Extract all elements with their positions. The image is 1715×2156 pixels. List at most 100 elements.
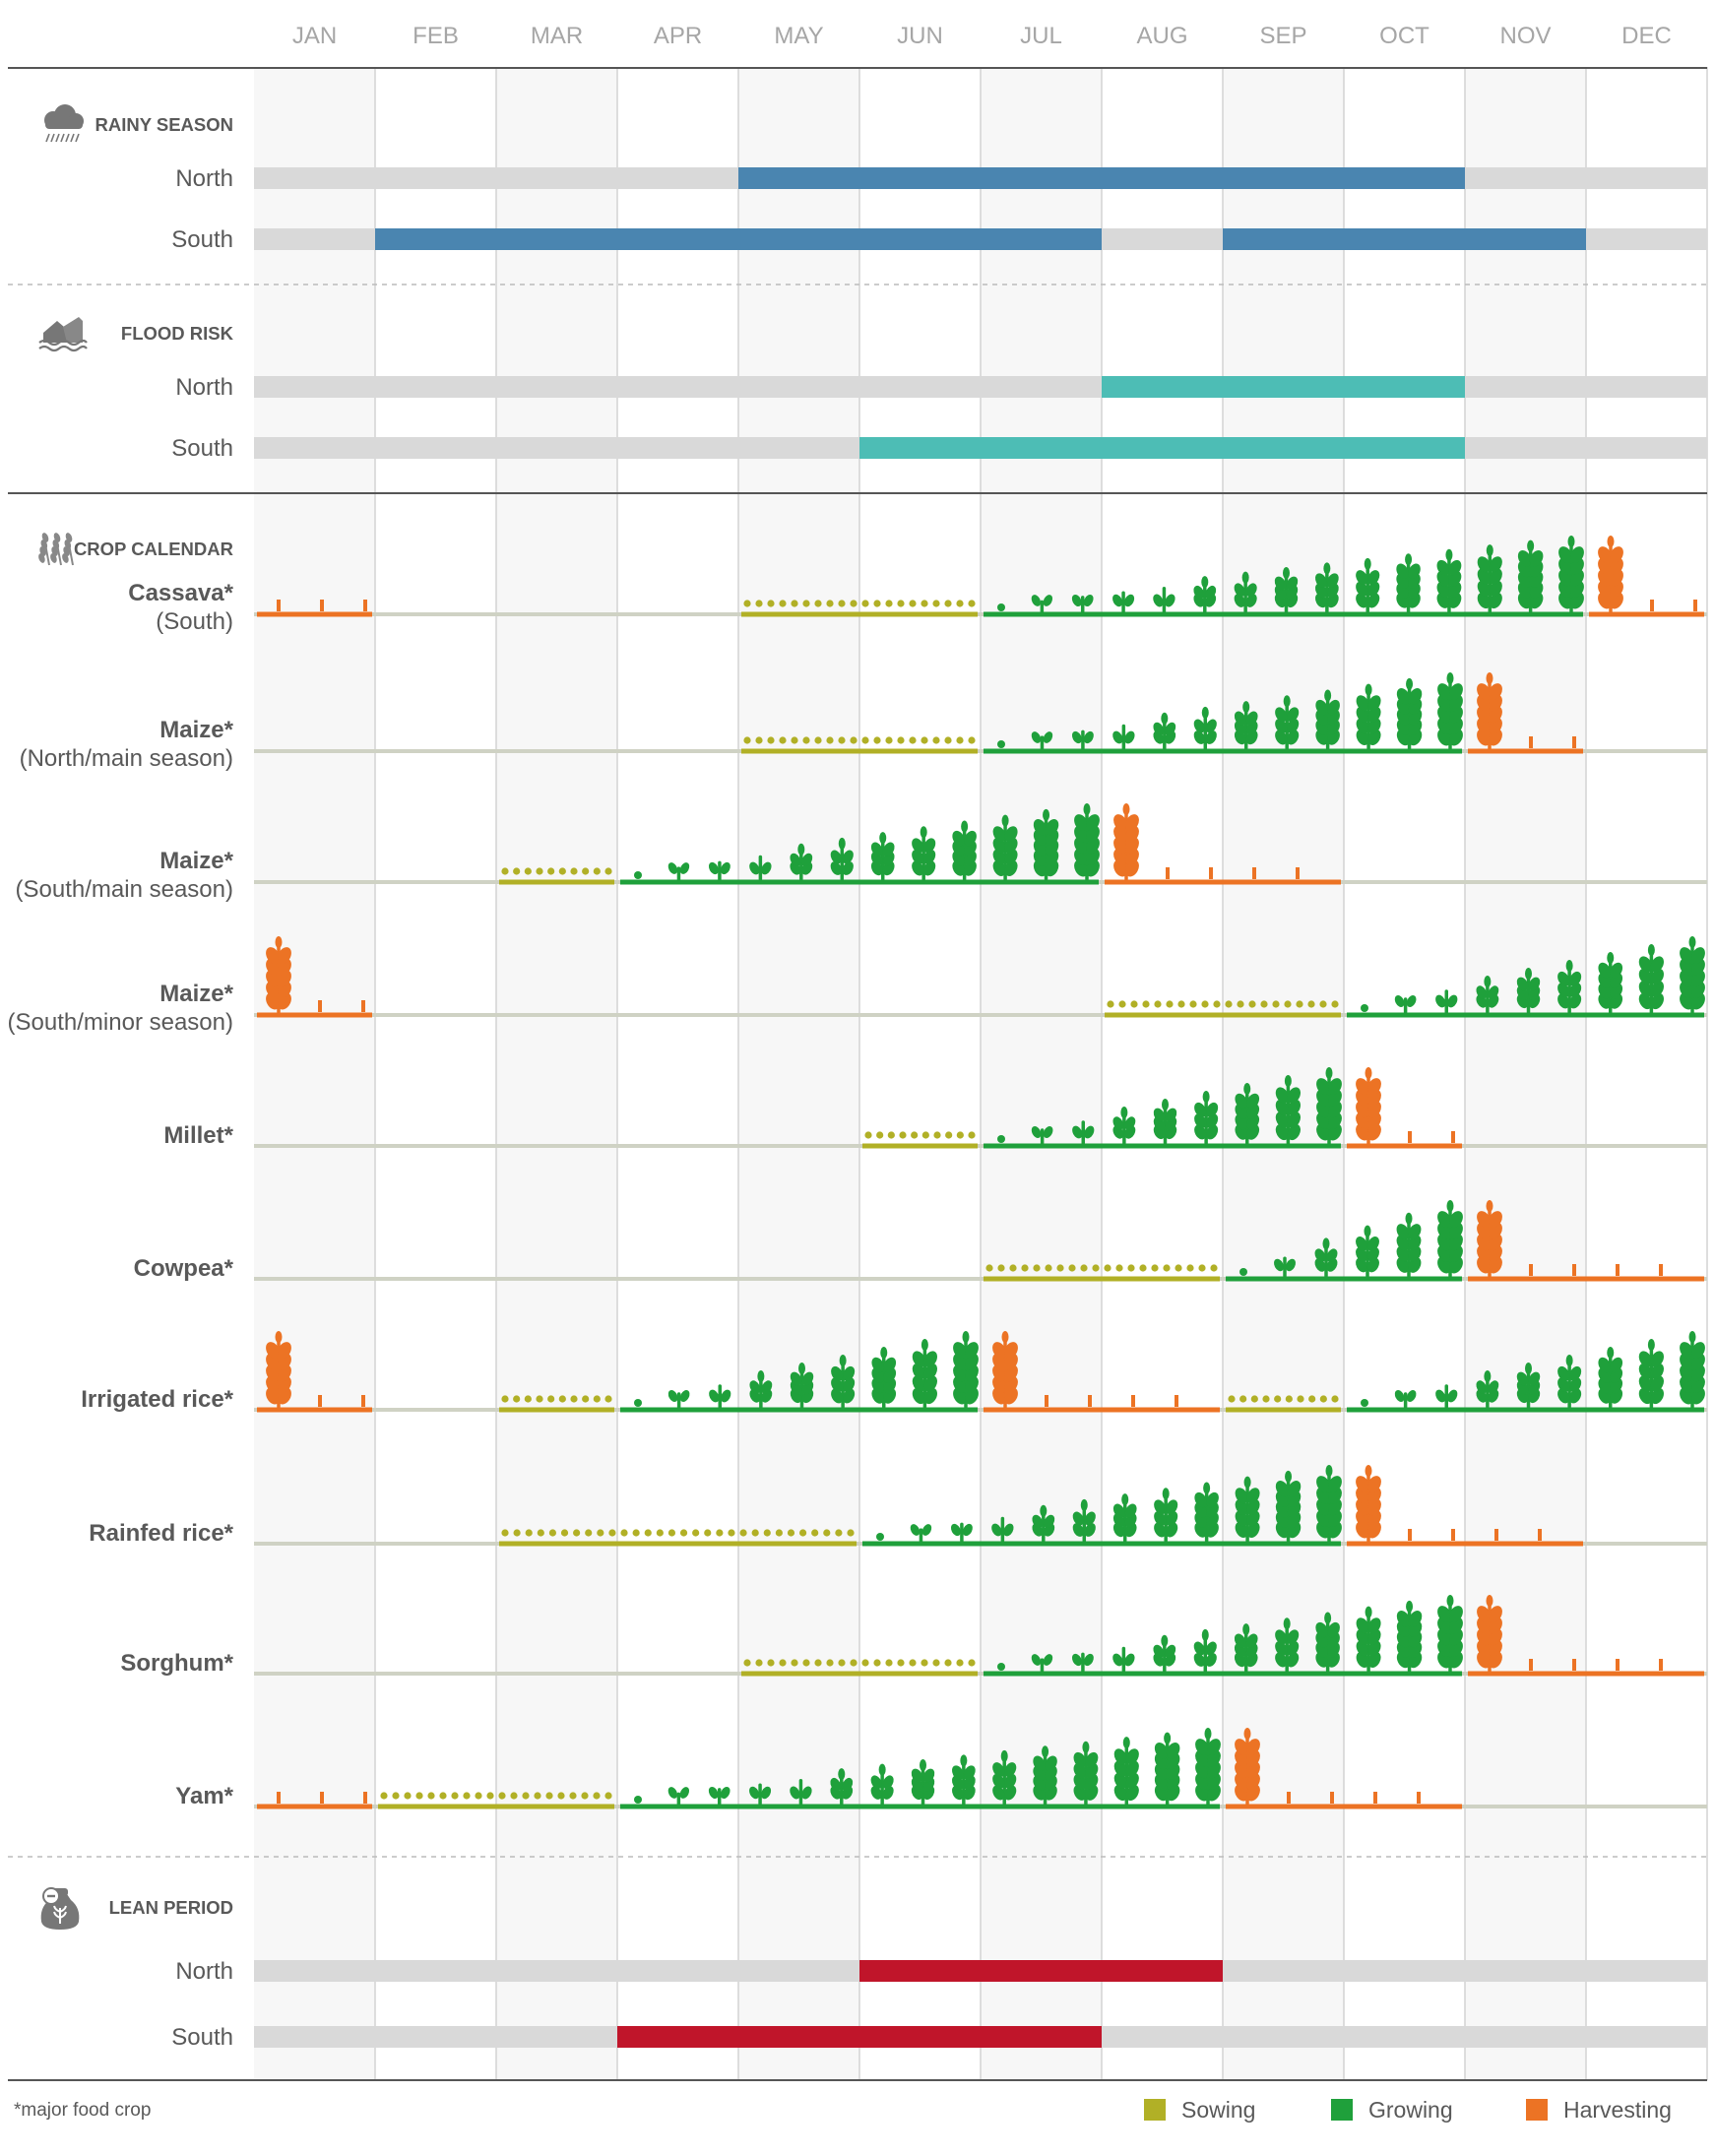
flood-icon: [38, 317, 88, 352]
harvesting-period: [1589, 536, 1704, 617]
sowing-period: [378, 1792, 614, 1809]
crop-label: Cassava*: [128, 580, 233, 606]
sowing-bar: [741, 1671, 978, 1677]
month-shade: [981, 67, 1102, 2080]
crop-row: Maize*(South/minor season): [8, 936, 1707, 1036]
harvesting-bar: [1226, 1804, 1462, 1809]
crop-track: [254, 749, 1707, 753]
legend-label-sowing: Sowing: [1181, 2097, 1255, 2123]
growing-period: [984, 1067, 1342, 1149]
sowing-bar: [378, 1804, 614, 1809]
lean-period-bar: [859, 1960, 1223, 1982]
month-label: SEP: [1259, 23, 1306, 49]
harvesting-bar: [1105, 879, 1341, 885]
crop-row: Maize*(North/main season): [20, 672, 1707, 772]
growing-bar: [1347, 1407, 1704, 1413]
sowing-period: [741, 1659, 978, 1677]
growing-period: [620, 803, 1100, 885]
crop-row: Rainfed rice*: [89, 1465, 1707, 1547]
sowing-bar: [499, 1407, 614, 1413]
lean-row-north: North: [175, 1958, 1707, 1985]
flood-period-bar: [1102, 376, 1465, 398]
sowing-period: [741, 736, 978, 754]
section-title-flood: FLOOD RISK: [121, 323, 234, 344]
month-gridlines: [374, 67, 1708, 2080]
growing-bar: [984, 611, 1583, 617]
rainy-period-bar: [1223, 228, 1586, 250]
crop-sublabel: (South): [156, 608, 233, 635]
harvesting-period: [257, 600, 372, 617]
crop-row: Cassava*(South): [128, 536, 1707, 635]
growing-period: [620, 1728, 1221, 1809]
lean-row-south: South: [171, 2024, 1707, 2051]
harvesting-bar: [984, 1407, 1220, 1413]
harvesting-bar: [1589, 611, 1704, 617]
crop-track: [254, 612, 1707, 616]
month-label: AUG: [1136, 23, 1187, 49]
crop-row: Irrigated rice*: [81, 1331, 1707, 1413]
rainy-period-bar: [375, 228, 1102, 250]
legend-swatch-growing: [1331, 2099, 1353, 2121]
flood-row-north: North: [175, 374, 1707, 401]
crop-row: Yam*: [175, 1728, 1707, 1809]
legend-label-harvesting: Harvesting: [1563, 2097, 1672, 2123]
harvesting-period: [257, 1331, 372, 1413]
crop-row: Millet*: [163, 1067, 1707, 1149]
growing-bar: [620, 1804, 1220, 1809]
sowing-bar: [1105, 1012, 1341, 1018]
month-label: FEB: [413, 23, 459, 49]
month-label: NOV: [1499, 23, 1551, 49]
sowing-bar: [741, 611, 978, 617]
wheat-icon: [38, 533, 74, 566]
crop-track: [254, 1672, 1707, 1676]
rainy-period-bar: [738, 167, 1465, 189]
harvesting-period: [1347, 1465, 1583, 1547]
growing-bar: [620, 879, 1099, 885]
month-label: APR: [654, 23, 702, 49]
crop-sublabel: (South/main season): [16, 876, 233, 903]
harvesting-bar: [1347, 1541, 1583, 1547]
flood-period-bar: [859, 437, 1465, 459]
rain-cloud-icon: [44, 104, 84, 143]
crop-label: Maize*: [159, 981, 233, 1007]
sowing-period: [499, 1529, 857, 1547]
growing-period: [984, 672, 1463, 754]
month-label: DEC: [1621, 23, 1672, 49]
growing-period: [1347, 936, 1705, 1018]
growing-period: [1347, 1331, 1705, 1413]
crop-label: Maize*: [159, 848, 233, 874]
harvesting-bar: [257, 1804, 372, 1809]
sowing-period: [741, 600, 978, 617]
rainy-row-south: South: [171, 226, 1707, 253]
track-bar: [254, 376, 1707, 398]
harvesting-bar: [1468, 1276, 1704, 1282]
growing-period: [1226, 1200, 1463, 1282]
harvesting-bar: [1468, 748, 1583, 754]
crop-label: Maize*: [159, 717, 233, 743]
harvesting-bar: [257, 1407, 372, 1413]
section-title-lean: LEAN PERIOD: [109, 1897, 233, 1918]
growing-period: [862, 1465, 1342, 1547]
row-label: South: [171, 2024, 233, 2051]
crop-label: Yam*: [175, 1783, 233, 1809]
row-label: North: [175, 374, 233, 401]
crop-label: Irrigated rice*: [81, 1386, 233, 1413]
crop-row: Cowpea*: [134, 1200, 1707, 1282]
crop-track: [254, 1144, 1707, 1148]
legend-label-growing: Growing: [1368, 2097, 1453, 2123]
growing-bar: [1226, 1276, 1462, 1282]
harvesting-period: [1468, 1595, 1704, 1677]
flood-row-south: South: [171, 435, 1707, 462]
row-label: South: [171, 226, 233, 253]
legend-swatch-harvesting: [1526, 2099, 1548, 2121]
sowing-period: [1105, 1000, 1341, 1018]
harvesting-bar: [1468, 1671, 1704, 1677]
crop-label: Millet*: [163, 1122, 233, 1149]
footnote: *major food crop: [14, 2100, 151, 2121]
sowing-bar: [862, 1143, 978, 1149]
month-shade: [254, 67, 375, 2080]
harvesting-period: [257, 1792, 372, 1809]
crop-label: Rainfed rice*: [89, 1520, 233, 1547]
crop-track: [254, 1408, 1707, 1412]
harvesting-period: [1105, 803, 1341, 885]
